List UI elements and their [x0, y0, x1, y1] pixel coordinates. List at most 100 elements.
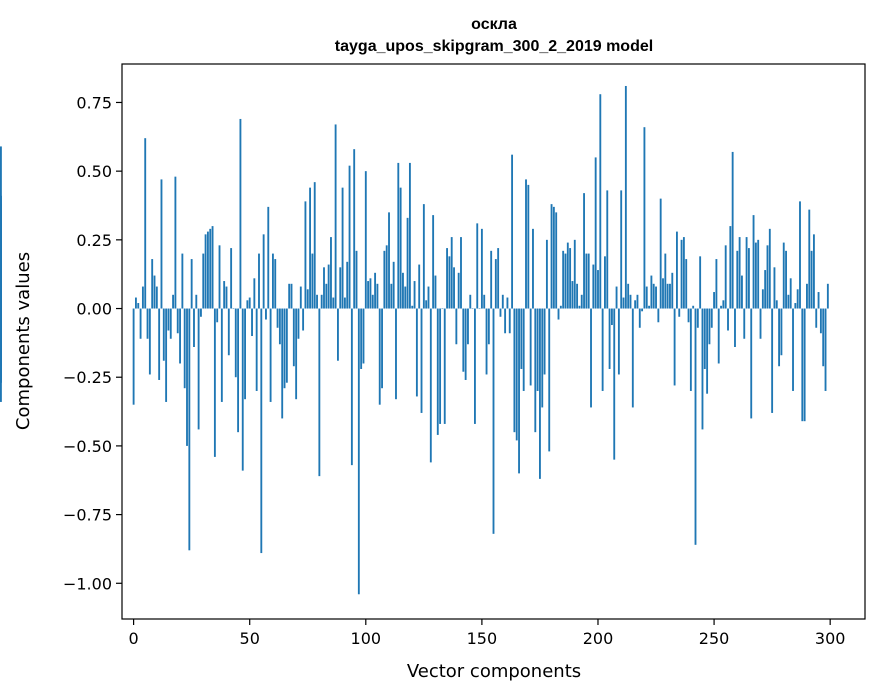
- bar-236: [680, 239, 683, 309]
- bar-7: [148, 308, 151, 375]
- bar-163: [511, 154, 514, 309]
- bar-266: [750, 308, 753, 419]
- bar-275: [771, 308, 774, 413]
- bar-35: [213, 308, 216, 457]
- bar-11: [158, 308, 161, 380]
- bar-190: [573, 239, 576, 309]
- bar-196: [587, 253, 590, 309]
- bar-158: [499, 308, 502, 317]
- bar-92: [346, 261, 349, 309]
- bar-135: [446, 248, 448, 309]
- bar-277: [775, 300, 778, 309]
- bar-241: [692, 305, 695, 309]
- bar-237: [682, 237, 685, 309]
- bar-139: [455, 308, 458, 345]
- bar-108: [383, 250, 386, 309]
- bar-221: [645, 286, 648, 309]
- bar-225: [655, 286, 657, 309]
- bar-180: [550, 204, 553, 309]
- bar-134: [443, 308, 446, 424]
- bar-0: [132, 308, 135, 405]
- bar-137: [450, 237, 453, 309]
- bar-42: [230, 248, 233, 309]
- bar-175: [539, 308, 541, 479]
- bar-167: [520, 308, 523, 369]
- bar-207: [613, 308, 616, 460]
- bar-250: [713, 292, 716, 309]
- bar-70: [295, 308, 298, 400]
- bar-287: [799, 201, 801, 309]
- bar-152: [485, 308, 488, 375]
- bar-234: [676, 231, 678, 309]
- bar-67: [288, 283, 291, 309]
- bar-227: [659, 198, 662, 309]
- bar-140: [457, 272, 460, 309]
- bar-50: [248, 297, 251, 309]
- y-tick-label: −1.00: [63, 574, 112, 593]
- bar-16: [169, 308, 172, 339]
- bar-160: [504, 308, 507, 334]
- bar-56: [262, 234, 265, 309]
- bar-213: [627, 283, 630, 309]
- bar-245: [701, 308, 704, 430]
- bar-94: [350, 308, 353, 466]
- y-tick-label: 0.25: [76, 231, 112, 250]
- bar-22: [183, 308, 186, 389]
- bar-214: [629, 294, 632, 309]
- bar-121: [413, 281, 416, 309]
- bar-46: [239, 118, 242, 309]
- bar-5: [144, 138, 147, 309]
- bar-294: [815, 308, 818, 328]
- bar-267: [752, 215, 755, 309]
- bar-61: [274, 259, 277, 309]
- bar-132: [439, 308, 442, 424]
- bar-151: [483, 294, 486, 309]
- bar-283: [789, 278, 792, 309]
- bar-173: [534, 308, 537, 433]
- bar-146: [471, 308, 474, 310]
- bar-198: [592, 264, 595, 309]
- bar-291: [808, 209, 811, 309]
- bar-186: [564, 253, 567, 309]
- bar-263: [743, 308, 746, 339]
- bar-240: [689, 308, 692, 391]
- bar-239: [687, 308, 690, 323]
- bar-161: [506, 297, 509, 309]
- bar-63: [278, 308, 281, 345]
- bar-297: [822, 308, 825, 367]
- bar-172: [532, 228, 534, 309]
- bar-119: [408, 162, 411, 309]
- bar-222: [648, 305, 650, 309]
- bar-114: [397, 162, 400, 309]
- bar-107: [381, 308, 383, 389]
- bar-247: [706, 308, 709, 394]
- bar-20: [179, 308, 181, 364]
- bar-298: [824, 308, 827, 391]
- bar-51: [251, 308, 253, 337]
- bar-112: [392, 261, 395, 309]
- bar-205: [608, 308, 611, 369]
- bar-1: [135, 297, 137, 309]
- bar-262: [741, 275, 743, 309]
- bar-102: [369, 278, 372, 309]
- bar-264: [745, 237, 748, 309]
- bar-194: [583, 193, 585, 309]
- bar-96: [355, 250, 358, 309]
- bar-97: [357, 308, 360, 595]
- bar-209: [617, 308, 620, 375]
- bar-29: [200, 308, 202, 317]
- bar-257: [729, 226, 732, 309]
- bar-148: [476, 223, 479, 309]
- bar-62: [276, 308, 279, 328]
- bar-193: [580, 294, 583, 309]
- bar-129: [432, 215, 435, 309]
- bar-124: [420, 308, 423, 413]
- bar-188: [569, 248, 572, 309]
- bar-244: [699, 256, 702, 309]
- bar-260: [736, 250, 739, 309]
- y-tick-label: 0.50: [76, 162, 112, 181]
- x-tick-label: 0: [129, 629, 139, 648]
- bar-60: [271, 253, 274, 309]
- bars-group: [0, 85, 829, 595]
- y-tick-label: −0.75: [63, 506, 112, 525]
